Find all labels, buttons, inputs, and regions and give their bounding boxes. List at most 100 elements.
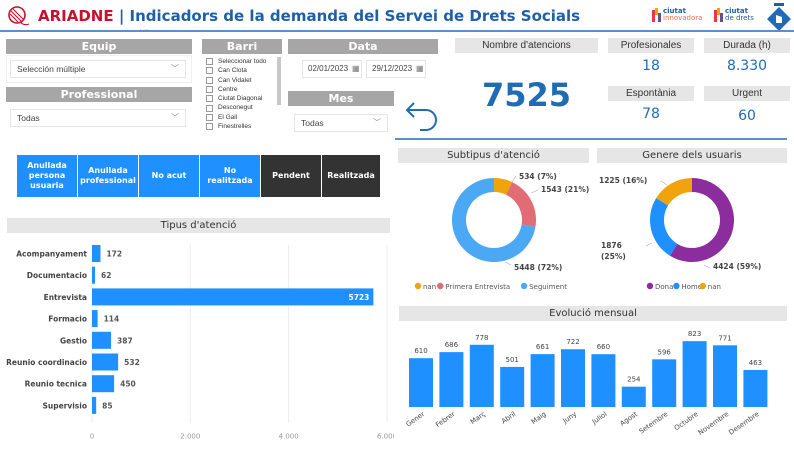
barri-scrollbar[interactable] [277,57,281,105]
barri-option[interactable]: Ciutat Diagonal [202,94,278,103]
city-shield-icon [766,2,792,36]
checkbox[interactable] [206,76,213,84]
date-from-input[interactable]: 02/01/2023 ▦ [302,60,362,78]
page-title: ARIADNE | Indicadors de la demanda del S… [38,7,580,25]
bar [743,369,768,407]
barri-option[interactable]: Can Clota [202,66,278,75]
barri-option[interactable]: Can Vidalet [202,76,278,85]
data-label: 172 [106,250,122,259]
donut-slice [669,178,734,262]
donut-slice [650,198,678,256]
status-button-no-realitzada[interactable]: No realitzada [200,155,261,197]
header-tool-marks: ⊥ ▭ [138,28,149,34]
chevron-down-icon: ﹀ [171,64,179,73]
section-divider [395,138,787,140]
kpi-espontania-value: 78 [642,106,660,122]
status-button-anullada-professional[interactable]: Anullada professional [78,155,139,197]
barri-option-label: Desconegut [218,104,253,112]
title-separator: | [113,7,130,25]
data-label: 660 [597,343,610,351]
barri-option-label: Ciutat Diagonal [218,95,263,103]
checkbox[interactable] [206,95,213,103]
data-label: 771 [718,334,731,342]
evolucio-title: Evolució mensual [399,306,787,321]
genere-title: Genere dels usuaris [597,148,787,163]
calendar-icon[interactable]: ▦ [416,64,424,73]
legend-label: nan [708,283,721,291]
barri-option[interactable]: Centre [202,85,278,94]
professional-dropdown-value: Todas [17,113,40,123]
x-tick-label: Agost [619,410,640,428]
bar [92,375,115,393]
mes-slicer-header: Mes [288,91,394,106]
date-to-input[interactable]: 29/12/2023 ▦ [366,60,426,78]
legend-marker [673,282,680,290]
logo-word1: ciutat [663,7,686,15]
x-tick-label: Febrer [434,410,456,429]
date-from-value: 02/01/2023 [308,64,349,73]
checkbox[interactable] [206,86,213,94]
data-label: 823 [688,330,701,338]
bar [92,396,97,414]
logo-word1: ciutat [725,7,748,15]
barri-option[interactable]: Finestrelles [202,122,278,131]
leader-line [703,264,711,269]
barri-option[interactable]: El Gall [202,113,278,122]
legend-label: Seguiment [529,283,567,291]
bar [530,354,555,407]
y-category-label: Acompanyament [16,250,87,259]
checkbox[interactable] [206,123,213,131]
genere-donut-chart: 4424 (59%) 1876 (25%) 1225 (16%) Dona Home nan [599,176,761,291]
status-button-no-acut[interactable]: No acut [139,155,200,197]
x-tick-label: 6.000 [377,433,394,441]
bar [682,341,707,407]
logo-word2: de drets [725,14,754,22]
leader-line [504,261,512,266]
legend-marker [646,282,654,290]
data-label: 610 [414,347,427,355]
y-category-label: Gestio [60,336,87,345]
mes-dropdown[interactable]: Todas ﹀ [294,114,388,132]
leader-line [511,175,517,183]
barri-option[interactable]: Seleccionar todo [202,57,278,66]
barri-option[interactable]: Desconegut [202,103,278,112]
x-tick-label: Setembre [638,410,670,436]
status-button-realitzada[interactable]: Realitzada [322,155,381,197]
bar [92,266,96,284]
barri-option-label: Can Clota [218,67,247,75]
back-arrow-icon[interactable] [404,98,440,132]
data-label: 5448 (72%) [514,263,562,272]
bar [92,310,98,328]
status-button-pendent[interactable]: Pendent [261,155,322,197]
status-button-anullada-persona[interactable]: Anullada persona usuaria [17,155,78,197]
barri-option-label: Centre [218,85,238,93]
y-category-label: Entrevista [44,293,87,302]
chevron-down-icon: ﹀ [171,113,179,122]
data-label: 450 [120,380,136,389]
y-category-label: Reunio coordinacio [6,358,87,367]
evolucio-mensual-chart: 610 Gener 686 Febrer 778 Març 501 Abril 661 Maig 7… [405,330,768,437]
equip-dropdown[interactable]: Selección múltiple ﹀ [10,60,186,78]
x-tick-label: 4.000 [279,433,299,441]
legend-marker [520,282,528,290]
leader-line [530,189,539,194]
equip-slicer-header: Equip [6,39,192,54]
kpi-atencions-label: Nombre d'atencions [455,38,598,53]
data-label: 85 [102,401,112,410]
checkbox[interactable] [206,113,213,121]
kpi-espontania-label: Espontània [608,86,694,101]
x-tick-label: Abril [500,410,517,426]
calendar-icon[interactable]: ▦ [352,64,360,73]
data-label: 1225 (16%) [599,176,647,185]
checkbox[interactable] [206,58,213,66]
data-label: 62 [101,271,111,280]
x-tick-label: Desembre [727,410,760,437]
checkbox[interactable] [206,104,213,112]
professional-dropdown[interactable]: Todas ﹀ [10,109,186,127]
bar [500,366,525,407]
x-tick-label: Juliol [590,410,609,426]
x-tick-label: Octubre [673,410,700,432]
data-label: 532 [124,358,140,367]
checkbox[interactable] [206,67,213,75]
data-label: 254 [627,376,641,384]
